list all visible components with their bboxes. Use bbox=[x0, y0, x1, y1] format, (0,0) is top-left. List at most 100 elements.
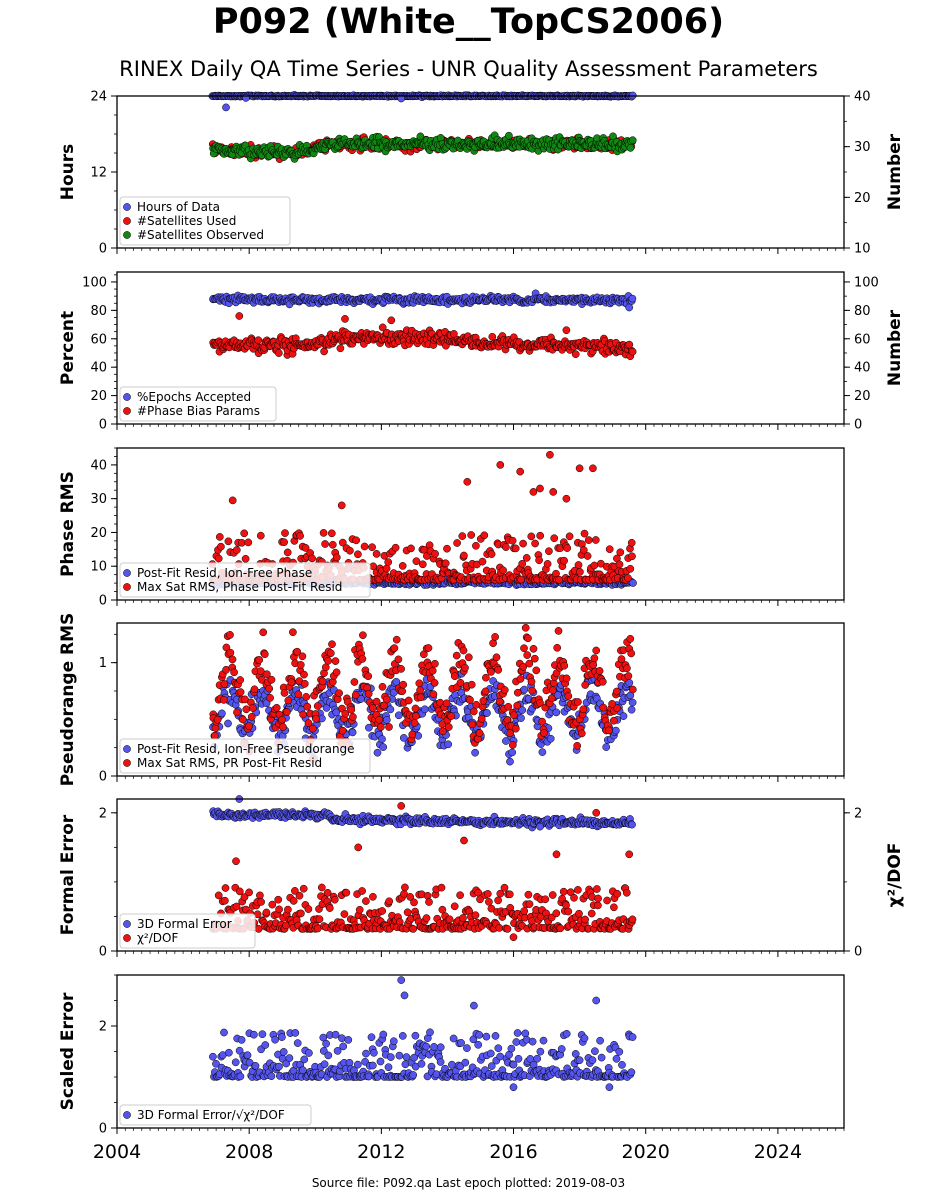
data-point bbox=[463, 477, 472, 486]
data-point bbox=[581, 681, 590, 689]
data-point bbox=[545, 547, 553, 556]
data-point bbox=[550, 534, 559, 543]
panel-hours-points bbox=[208, 91, 637, 163]
data-point bbox=[236, 676, 245, 684]
data-point bbox=[256, 891, 264, 900]
data-point bbox=[394, 655, 403, 664]
data-point bbox=[312, 715, 320, 723]
data-point bbox=[331, 657, 340, 665]
data-point bbox=[298, 652, 307, 661]
legend-marker bbox=[123, 745, 131, 753]
data-point bbox=[279, 723, 287, 731]
data-point bbox=[584, 536, 593, 544]
data-point bbox=[626, 144, 635, 152]
data-point bbox=[491, 633, 499, 641]
data-point bbox=[382, 564, 391, 573]
data-point bbox=[407, 544, 415, 553]
data-point bbox=[387, 316, 396, 325]
data-point bbox=[478, 557, 487, 566]
data-point bbox=[315, 915, 324, 924]
data-point bbox=[321, 540, 329, 548]
data-point bbox=[410, 719, 419, 727]
data-point bbox=[230, 668, 238, 677]
data-point bbox=[499, 566, 507, 575]
y-axis-title: Hours bbox=[58, 144, 78, 201]
data-point bbox=[324, 656, 332, 665]
data-point bbox=[592, 646, 601, 655]
page-subtitle: RINEX Daily QA Time Series - UNR Quality… bbox=[119, 57, 818, 81]
data-point bbox=[398, 687, 407, 696]
data-point bbox=[222, 103, 230, 112]
data-point bbox=[560, 661, 569, 670]
data-point bbox=[313, 702, 322, 710]
data-point bbox=[213, 715, 222, 724]
data-point bbox=[318, 677, 327, 686]
data-point bbox=[628, 685, 637, 694]
legend-marker bbox=[123, 231, 131, 239]
y2-tick-label: 80 bbox=[854, 304, 871, 319]
data-point bbox=[579, 705, 588, 714]
data-point bbox=[320, 347, 328, 356]
data-point bbox=[220, 680, 229, 688]
data-point bbox=[245, 888, 253, 897]
data-point bbox=[513, 688, 522, 697]
y2-axis-title: Number bbox=[885, 309, 905, 386]
data-point bbox=[391, 543, 400, 552]
data-point bbox=[494, 666, 503, 674]
data-point bbox=[364, 689, 373, 698]
data-point bbox=[275, 905, 283, 914]
data-point bbox=[341, 315, 349, 323]
legend-marker bbox=[123, 407, 131, 415]
data-point bbox=[372, 550, 381, 558]
data-point bbox=[560, 556, 568, 565]
data-point bbox=[283, 708, 291, 716]
data-point bbox=[358, 887, 366, 895]
data-point bbox=[217, 542, 225, 551]
data-point bbox=[332, 668, 341, 677]
data-point bbox=[237, 538, 246, 547]
data-point bbox=[589, 464, 597, 473]
data-point bbox=[340, 910, 349, 918]
data-point bbox=[325, 904, 334, 912]
legend: Hours of Data#Satellites Used#Satellites… bbox=[119, 196, 291, 246]
data-point bbox=[254, 336, 263, 345]
y2-tick-label: 60 bbox=[854, 332, 871, 347]
data-point bbox=[529, 644, 538, 653]
data-point bbox=[466, 696, 474, 704]
data-point bbox=[321, 663, 330, 672]
data-point bbox=[245, 722, 253, 730]
y2-axis-title: Number bbox=[885, 133, 905, 210]
data-point bbox=[536, 822, 544, 831]
data-point bbox=[280, 689, 289, 697]
data-point bbox=[425, 898, 433, 906]
data-point bbox=[358, 655, 367, 663]
y-tick-label: 12 bbox=[90, 166, 107, 181]
data-point bbox=[625, 303, 634, 312]
data-point bbox=[348, 728, 357, 737]
data-point bbox=[628, 136, 637, 145]
data-point bbox=[527, 677, 536, 686]
data-point bbox=[453, 539, 461, 547]
data-point bbox=[532, 666, 541, 675]
data-point bbox=[218, 709, 226, 718]
data-point bbox=[444, 723, 453, 731]
legend: %Epochs Accepted#Phase Bias Params bbox=[119, 386, 277, 422]
data-point bbox=[317, 883, 326, 892]
data-point bbox=[528, 686, 536, 695]
data-point bbox=[599, 703, 608, 712]
data-point bbox=[410, 898, 418, 907]
data-point bbox=[262, 908, 271, 917]
data-point bbox=[257, 898, 265, 906]
data-point bbox=[508, 748, 517, 757]
data-point bbox=[378, 682, 387, 691]
data-point bbox=[553, 643, 562, 652]
data-point bbox=[527, 532, 536, 541]
data-point bbox=[352, 536, 361, 545]
data-point bbox=[386, 705, 395, 714]
data-point bbox=[468, 720, 477, 729]
data-point bbox=[612, 687, 621, 696]
data-point bbox=[517, 575, 525, 584]
data-point bbox=[530, 654, 539, 663]
